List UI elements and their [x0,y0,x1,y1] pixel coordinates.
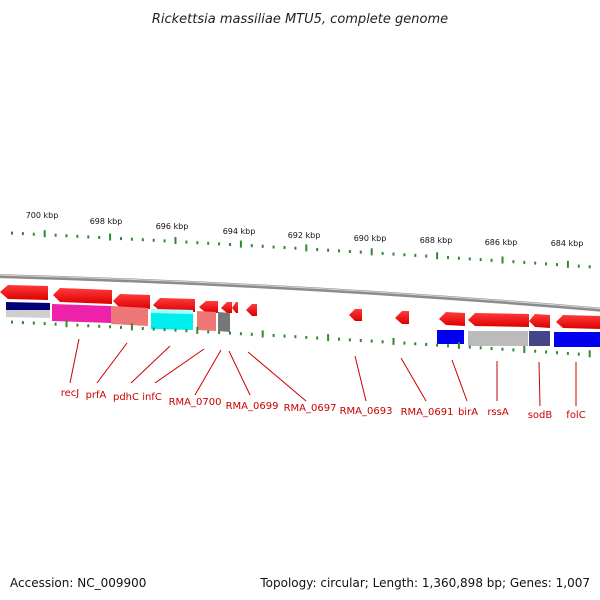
gene-arrow-rssA[interactable] [468,313,529,327]
gene-label-RMA_0697[interactable]: RMA_0697 [284,403,337,414]
cog-block-infC-top [151,309,193,314]
leader-RMA_0700 [194,349,222,396]
gene-arrow-RMA_0699b[interactable] [232,302,238,313]
scale-label: 688 kbp [420,236,453,245]
topology-text: Topology: circular; Length: 1,360,898 bp… [259,576,590,590]
gene-arrow-sodB[interactable] [529,314,550,328]
cog-block-rssA [468,331,528,346]
leader-birA [451,359,468,402]
gene-label-birA[interactable]: birA [458,407,478,418]
cog-blocks [6,302,600,347]
cog-block-prfA [52,304,111,323]
leader-sodB [538,361,541,407]
gene-arrow-birA[interactable] [439,312,465,326]
gene-arrow-recJ[interactable] [0,285,48,300]
cog-block-sodB [529,331,550,346]
gene-arrow-infC[interactable] [153,298,195,312]
leader-RMA_0697 [247,351,307,402]
cog-block-pdhC [111,306,148,326]
genome-backbone-highlight [0,274,600,310]
gene-arrow-RMA_0697[interactable] [246,304,257,316]
gene-arrow-RMA_0700[interactable] [199,301,218,313]
scale-label: 694 kbp [223,227,256,236]
scale-label: 696 kbp [156,222,189,231]
scale-label: 698 kbp [90,217,123,226]
gene-label-prfA[interactable]: prfA [86,390,107,401]
scale-label: 684 kbp [551,239,584,248]
scale-ticks-upper [11,230,591,269]
gene-label-infC[interactable]: infC [142,392,162,403]
label-leaders [69,338,577,407]
gene-label-sodB[interactable]: sodB [528,410,553,421]
leader-RMA_0691 [400,357,427,402]
map-title: Rickettsia massiliae MTU5, complete geno… [152,12,448,27]
leader-RMA_0699 [228,350,251,396]
cog-block-folC [554,332,600,347]
scale-ticks-lower [11,320,591,358]
gene-label-pdhC[interactable]: pdhC [113,392,139,403]
gene-arrows [0,285,600,329]
gene-label-rssA[interactable]: rssA [487,407,509,418]
scale-label: 686 kbp [485,238,518,247]
gene-label-RMA_0699[interactable]: RMA_0699 [226,401,279,412]
cog-block-infC [151,309,193,330]
gene-arrow-folC[interactable] [556,315,600,329]
leader-recJ [69,338,80,384]
gene-arrow-RMA_0693[interactable] [349,309,362,321]
gene-arrow-RMA_0699a[interactable] [221,302,232,313]
gene-label-RMA_0693[interactable]: RMA_0693 [340,406,393,417]
scale-label: 692 kbp [288,231,321,240]
scale-label: 700 kbp [26,211,59,220]
scale-labels: 700 kbp 698 kbp 696 kbp 694 kbp 692 kbp … [26,211,584,248]
accession-text: Accession: NC_009900 [10,576,146,590]
gene-label-RMA_0691[interactable]: RMA_0691 [401,407,454,418]
gene-label-RMA_0700[interactable]: RMA_0700 [169,397,222,408]
leader-infC [154,348,205,384]
leader-RMA_0693 [354,355,367,402]
gene-label-folC[interactable]: folC [566,410,585,421]
scale-label: 690 kbp [354,234,387,243]
gene-arrow-RMA_0691[interactable] [395,311,409,324]
leader-prfA [96,342,128,384]
cog-block-birA [437,330,464,344]
gene-label-recJ[interactable]: recJ [61,388,80,399]
cog-block-RMA_0700 [197,311,216,331]
cog-block-RMA_0699 [218,312,230,332]
genome-backbone [0,274,600,312]
leader-pdhC [130,345,171,384]
gene-arrow-prfA[interactable] [53,288,112,304]
gene-arrow-pdhC[interactable] [113,294,150,309]
gene-labels: recJ prfA pdhC infC RMA_0700 RMA_0699 RM… [61,388,586,421]
cog-block-recJ [6,302,50,318]
